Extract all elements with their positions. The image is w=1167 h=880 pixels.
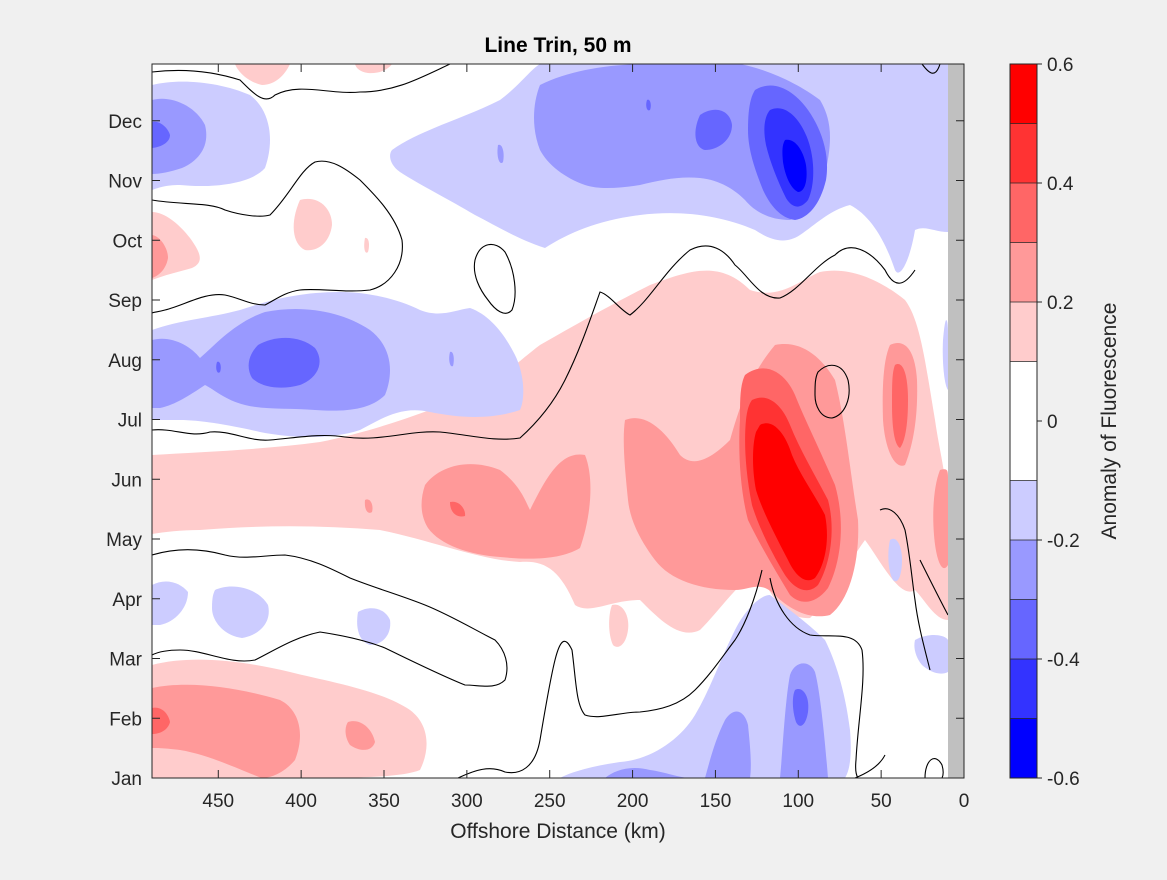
- x-axis: 450 400 350 300 250 200 150 100 50 0: [202, 64, 969, 812]
- zero-contour-nearshore-spring: [919, 559, 949, 616]
- anomaly-region-positive-0.2-west-winter: [152, 684, 300, 778]
- zero-contour-80km-aug: [814, 364, 850, 419]
- colorbar-segment-2: [1010, 599, 1037, 659]
- colorbar-tick-label-6: 0.6: [1047, 55, 1073, 76]
- anomaly-region-positive-0.1-315km-autumn: [293, 198, 332, 251]
- zero-contour-nearshore-jan: [924, 758, 944, 778]
- anomaly-region-positive-0.1-170km: [676, 278, 716, 365]
- anomaly-region-negative-0.3-455km-aug: [216, 361, 221, 373]
- zero-contour-290km-oct: [473, 243, 516, 314]
- anomaly-region-positive-0.1-360km-autumn: [364, 237, 369, 253]
- x-tick-label-6: 150: [700, 791, 732, 812]
- plot-frame: [151, 63, 965, 779]
- x-tick-label-3: 300: [451, 791, 483, 812]
- colorbar-segment-0: [1010, 718, 1037, 778]
- zero-contour-may: [152, 549, 508, 687]
- x-tick-label-9: 0: [959, 791, 970, 812]
- colorbar-segment-5: [1010, 361, 1037, 481]
- anomaly-region-negative-0.1-west-apr: [152, 581, 188, 625]
- anomaly-region-negative-0.1-bottom-right-winter: [560, 595, 851, 778]
- zero-contour-jul: [152, 245, 916, 441]
- anomaly-region-negative-0.1-370km-apr: [357, 608, 391, 645]
- x-tick-label-8: 50: [871, 791, 892, 812]
- colorbar-segment-10: [1010, 64, 1037, 124]
- colorbar-segment-6: [1010, 302, 1037, 362]
- colorbar-tick-label-3: 0: [1047, 412, 1058, 433]
- zero-contour-55km-winter: [769, 577, 864, 778]
- anomaly-region-positive-0.2-central: [421, 454, 591, 559]
- anomaly-region-positive-0.3-300km-may: [450, 501, 466, 517]
- colorbar-tick-label-5: 0.4: [1047, 174, 1074, 195]
- colorbar-tick-label-4: 0.2: [1047, 293, 1073, 314]
- y-tick-label-jul: Jul: [118, 411, 142, 432]
- x-tick-label-2: 350: [368, 791, 400, 812]
- anomaly-region-positive-0.1-top-edge-b: [355, 64, 392, 74]
- zero-contour-oct: [152, 160, 403, 314]
- anomaly-region-positive-0.3-west-winter: [152, 707, 170, 734]
- anomaly-region-negative-0.2-bottom-right-winter: [605, 663, 828, 778]
- colorbar-segment-1: [1010, 659, 1037, 719]
- colorbar-tick-label-2: -0.2: [1047, 531, 1080, 552]
- zero-contours: [152, 64, 949, 778]
- y-tick-label-jan: Jan: [111, 769, 142, 790]
- colorbar-segment-8: [1010, 183, 1037, 243]
- anomaly-region-positive-0.2-nearshore-may: [933, 469, 948, 569]
- anomaly-region-negative-0.3-190km-dec: [646, 99, 651, 111]
- colorbar-segment-7: [1010, 242, 1037, 302]
- y-tick-label-feb: Feb: [109, 709, 142, 730]
- anomaly-region-negative-0.1-415km-apr: [212, 586, 269, 638]
- x-tick-label-1: 400: [285, 791, 317, 812]
- y-tick-label-dec: Dec: [108, 112, 142, 133]
- x-tick-label-5: 200: [617, 791, 649, 812]
- anomaly-region-negative-0.5-winter: [782, 139, 807, 192]
- y-tick-label-jun: Jun: [111, 470, 142, 491]
- colorbar-label: Anomaly of Fluorescence: [1098, 303, 1121, 540]
- anomaly-region-positive-0.3-40km: [892, 364, 908, 448]
- x-tick-label-0: 450: [202, 791, 234, 812]
- land-mask: [948, 64, 964, 778]
- y-tick-label-aug: Aug: [108, 351, 142, 372]
- anomaly-region-positive-0.1-top-edge-a: [235, 64, 290, 85]
- x-tick-label-4: 250: [534, 791, 566, 812]
- anomaly-region-negative-0.3-west-dec: [152, 121, 170, 148]
- y-tick-label-nov: Nov: [108, 172, 142, 193]
- anomaly-region-negative-0.2-300km-aug: [449, 351, 454, 367]
- anomaly-region-negative-0.1-nearshore-aug: [942, 320, 948, 390]
- plot-area: [152, 64, 964, 778]
- y-tick-label-mar: Mar: [109, 650, 142, 671]
- anomaly-region-positive-0.1-210km: [609, 604, 629, 647]
- anomaly-region-negative-0.1-40km-may: [888, 538, 902, 582]
- y-tick-label-sep: Sep: [108, 291, 142, 312]
- zero-contour-50km-may: [879, 508, 931, 671]
- y-tick-label-may: May: [106, 530, 142, 551]
- anomaly-region-positive-0.2-west-autumn: [152, 235, 168, 278]
- colorbar-segment-9: [1010, 123, 1037, 183]
- anomaly-region-negative-0.2-west-dec: [152, 98, 207, 174]
- colorbar-segment-4: [1010, 480, 1037, 540]
- chart-title: Line Trin, 50 m: [484, 34, 631, 57]
- zero-contour-50km-winter: [854, 754, 886, 778]
- anomaly-region-positive-0.2-365km-may: [364, 499, 373, 513]
- y-tick-label-oct: Oct: [112, 231, 142, 252]
- anomaly-region-positive-0.2-345km-winter: [345, 721, 375, 750]
- anomaly-region-positive-0.5: [753, 423, 827, 581]
- y-tick-label-apr: Apr: [112, 590, 142, 611]
- zero-contour-top: [152, 64, 451, 100]
- anomaly-region-negative-0.1-nearshore-winter: [914, 635, 948, 674]
- colorbar-segment-3: [1010, 540, 1037, 600]
- zero-contour-220km-winter: [457, 569, 763, 778]
- anomaly-region-negative-0.2-270km-nov: [497, 144, 504, 164]
- colorbar-tick-label-1: -0.4: [1047, 650, 1080, 671]
- anomaly-region-negative-0.3-130km-winter: [695, 109, 732, 150]
- x-tick-label-7: 100: [782, 791, 814, 812]
- anomaly-region-negative-0.3-summer: [248, 337, 320, 388]
- y-axis: Jan Feb Mar Apr May Jun Jul Aug Sep Oct Nov Dec: [106, 112, 964, 790]
- zero-contour-top-right: [921, 64, 941, 74]
- colorbar: -0.6 -0.4 -0.2 0 0.2 0.4 0.6: [1009, 55, 1080, 790]
- anomaly-region-negative-0.3-bottom-right-winter: [792, 689, 809, 726]
- colorbar-tick-label-0: -0.6: [1047, 769, 1080, 790]
- x-axis-label: Offshore Distance (km): [450, 820, 666, 843]
